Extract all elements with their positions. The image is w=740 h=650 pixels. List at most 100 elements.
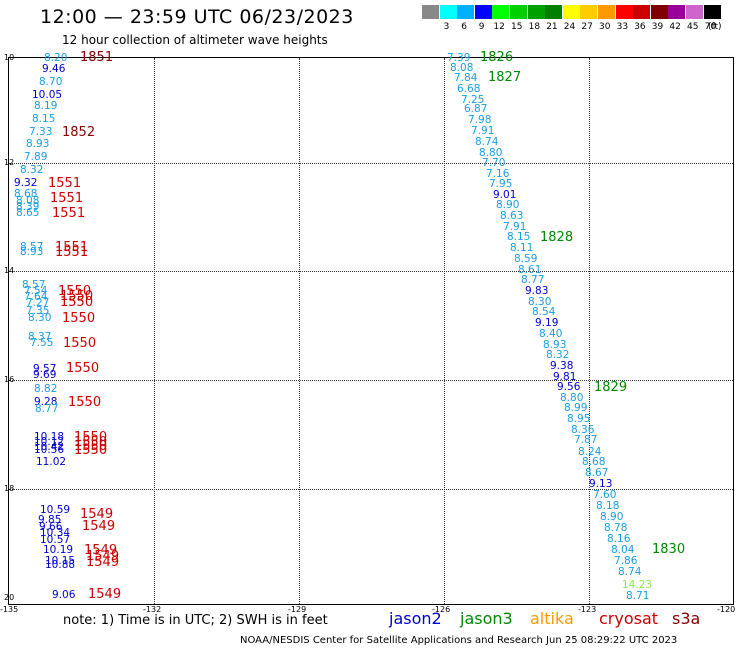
swh-value-label: 8.15: [32, 113, 56, 125]
scale-unit: (ft): [708, 22, 722, 32]
pass-id-label: 1551: [48, 176, 82, 191]
swh-value-label: 7.35: [26, 305, 50, 317]
swh-value-label: 8.30: [528, 296, 552, 308]
pass-id-label: 1827: [488, 70, 522, 85]
swh-value-label: 7.87: [574, 434, 598, 446]
swh-value-label: 8.57: [22, 279, 46, 291]
legend-jason2: jason2: [389, 609, 442, 628]
swh-value-label: 7.89: [24, 151, 48, 163]
legend-cryosat: cryosat: [599, 609, 659, 628]
swh-value-label: 8.93: [26, 138, 50, 150]
swh-value-label: 8.24: [578, 446, 602, 458]
swh-value-label: 8.65: [16, 207, 40, 219]
pass-id-label: 1550: [74, 435, 108, 450]
scale-color-swatch: [474, 5, 492, 19]
swh-value-label: 9.57: [33, 363, 57, 375]
scale-color-swatch: [492, 5, 510, 19]
scale-color-swatch: [633, 5, 651, 19]
page-subtitle: 12 hour collection of altimeter wave hei…: [62, 33, 328, 47]
swh-value-label: 8.57: [20, 241, 44, 253]
scale-color-swatch: [668, 5, 686, 19]
pass-id-label: 1550: [60, 295, 94, 310]
pass-id-label: 1550: [68, 395, 102, 410]
pass-id-label: 1550: [74, 439, 108, 454]
lat-tick-label: 12: [4, 158, 15, 167]
scale-color-swatch: [545, 5, 563, 19]
lat-tick-label: 16: [4, 375, 15, 384]
swh-value-label: 8.36: [571, 424, 595, 436]
scale-tick-label: 33: [616, 22, 629, 32]
scale-tick-label: 42: [669, 22, 681, 32]
scale-tick-label: 39: [651, 22, 664, 32]
pass-id-label: 1550: [60, 289, 94, 304]
swh-value-label: 9.06: [52, 589, 76, 601]
map-plot-area: [8, 57, 734, 605]
grid-line: [589, 58, 590, 604]
swh-value-label: 8.93: [543, 339, 567, 351]
swh-value-label: 7.25: [461, 94, 485, 106]
swh-value-label: 8.15: [507, 231, 531, 243]
swh-value-label: 10.57: [40, 534, 71, 546]
swh-value-label: 6.68: [457, 83, 481, 95]
scale-tick-label: 36: [634, 22, 646, 32]
pass-id-label: 1826: [480, 50, 514, 65]
swh-value-label: 9.85: [38, 514, 62, 526]
grid-line: [154, 58, 155, 604]
swh-value-label: 8.19: [34, 100, 58, 112]
scale-tick-label: 45: [687, 22, 699, 32]
swh-value-label: 7.64: [24, 291, 48, 303]
legend-altika: altika: [530, 609, 574, 628]
swh-value-label: 10.88: [45, 559, 76, 571]
pass-id-label: 1551: [55, 240, 89, 255]
swh-value-label: 7.98: [468, 114, 492, 126]
swh-value-label: 9.19: [535, 317, 559, 329]
scale-color-swatch: [615, 5, 633, 19]
grid-line: [9, 271, 733, 272]
swh-value-label: 7.95: [489, 178, 513, 190]
swh-value-label: 7.70: [482, 157, 506, 169]
scale-color-swatch: [703, 5, 721, 19]
swh-value-label: 10.34: [40, 527, 71, 539]
swh-value-label: 8.08: [450, 62, 474, 74]
swh-value-label: 9.83: [525, 285, 549, 297]
lon-tick-label: -129: [288, 605, 307, 614]
scale-tick-label: 12: [493, 22, 505, 32]
swh-value-label: 8.11: [510, 242, 534, 254]
pass-id-label: 1549: [82, 519, 116, 534]
swh-value-label: 7.27: [26, 297, 50, 309]
swh-value-label: 8.71: [626, 590, 650, 602]
pass-id-label: 1550: [62, 311, 96, 326]
scale-tick-label: 70: [704, 22, 717, 32]
scale-color-swatch: [598, 5, 615, 19]
swh-value-label: 8.99: [564, 402, 588, 414]
legend-s3a: s3a: [672, 609, 701, 628]
pass-id-label: 1852: [62, 125, 96, 140]
scale-tick-label: 18: [528, 22, 541, 32]
swh-value-label: 8.80: [560, 392, 584, 404]
grid-line: [299, 58, 300, 604]
swh-value-label: 10.59: [40, 504, 71, 516]
scale-tick-label: 3: [443, 22, 450, 32]
swh-value-label: 9.13: [589, 478, 613, 490]
lon-tick-label: -123: [578, 605, 597, 614]
scale-color-swatch: [422, 5, 439, 19]
swh-value-label: 7.39: [447, 52, 471, 64]
swh-value-label: 7.86: [614, 555, 638, 567]
swh-value-label: 8.77: [521, 274, 545, 286]
swh-value-label: 9.69: [33, 369, 57, 381]
swh-value-label: 9.28: [34, 396, 58, 408]
scale-tick-label: 9: [478, 22, 485, 32]
swh-value-label: 8.68: [582, 456, 606, 468]
credit-line: NOAA/NESDIS Center for Satellite Applica…: [240, 635, 678, 646]
swh-value-label: 10.12: [34, 436, 65, 448]
swh-value-label: 14.23: [622, 579, 653, 591]
swh-value-label: 8.61: [518, 264, 542, 276]
swh-value-label: 9.01: [493, 189, 517, 201]
swh-value-label: 8.90: [600, 511, 624, 523]
grid-line: [444, 58, 445, 604]
swh-value-label: 8.32: [546, 349, 570, 361]
lon-tick-label: -135: [0, 605, 19, 614]
scale-tick-label: 15: [511, 22, 523, 32]
swh-value-label: 8.63: [500, 210, 524, 222]
swh-value-label: 8.74: [475, 136, 499, 148]
